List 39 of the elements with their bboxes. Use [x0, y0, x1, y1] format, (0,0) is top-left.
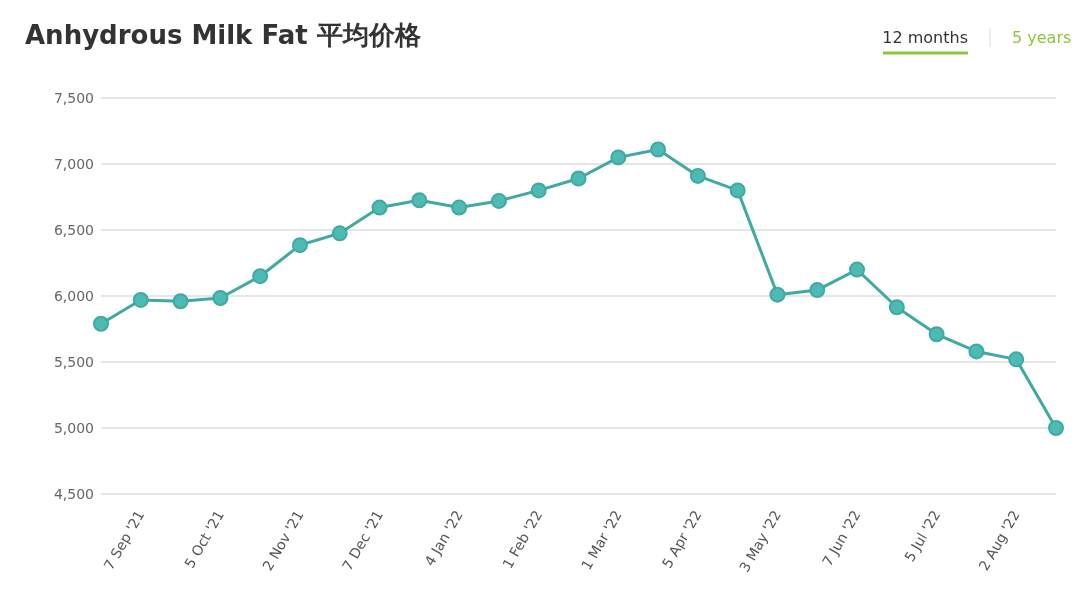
point	[212, 289, 229, 306]
point	[132, 291, 149, 308]
text: 5 years	[1012, 28, 1072, 47]
point	[610, 149, 627, 166]
point	[849, 261, 866, 278]
chart-title: Anhydrous Milk Fat 平均价格	[25, 20, 421, 50]
point	[490, 192, 507, 209]
point	[968, 343, 985, 360]
y-tick-label: 5,000	[53, 420, 94, 436]
point	[451, 199, 468, 216]
point	[172, 293, 189, 310]
text: 12 months	[882, 28, 968, 47]
x-tick-label: 5 Jul '22	[901, 507, 944, 565]
point	[928, 326, 945, 343]
x-tick-label: 4 Jan '22	[421, 507, 466, 569]
point	[689, 167, 706, 184]
point	[809, 282, 826, 299]
y-tick-label: 4,500	[53, 486, 94, 502]
point	[93, 315, 109, 332]
y-tick-label: 7,000	[53, 156, 94, 172]
point	[252, 268, 269, 285]
point	[1008, 351, 1025, 368]
x-tick-label: 1 Feb '22	[499, 507, 546, 572]
point	[331, 225, 348, 242]
y-tick-label: 6,000	[53, 288, 94, 304]
point	[570, 170, 587, 187]
point	[1048, 420, 1064, 436]
point	[888, 299, 905, 316]
x-tick-label: 5 Oct '21	[181, 507, 227, 571]
point	[769, 286, 786, 303]
y-tick-label: 7,500	[53, 90, 94, 106]
y-tick-label: 6,500	[53, 222, 94, 238]
point	[729, 182, 746, 199]
y-tick-label: 5,500	[53, 354, 94, 370]
point	[371, 199, 388, 216]
point	[530, 182, 547, 199]
point	[291, 237, 308, 254]
point	[650, 141, 667, 158]
point	[411, 192, 428, 209]
